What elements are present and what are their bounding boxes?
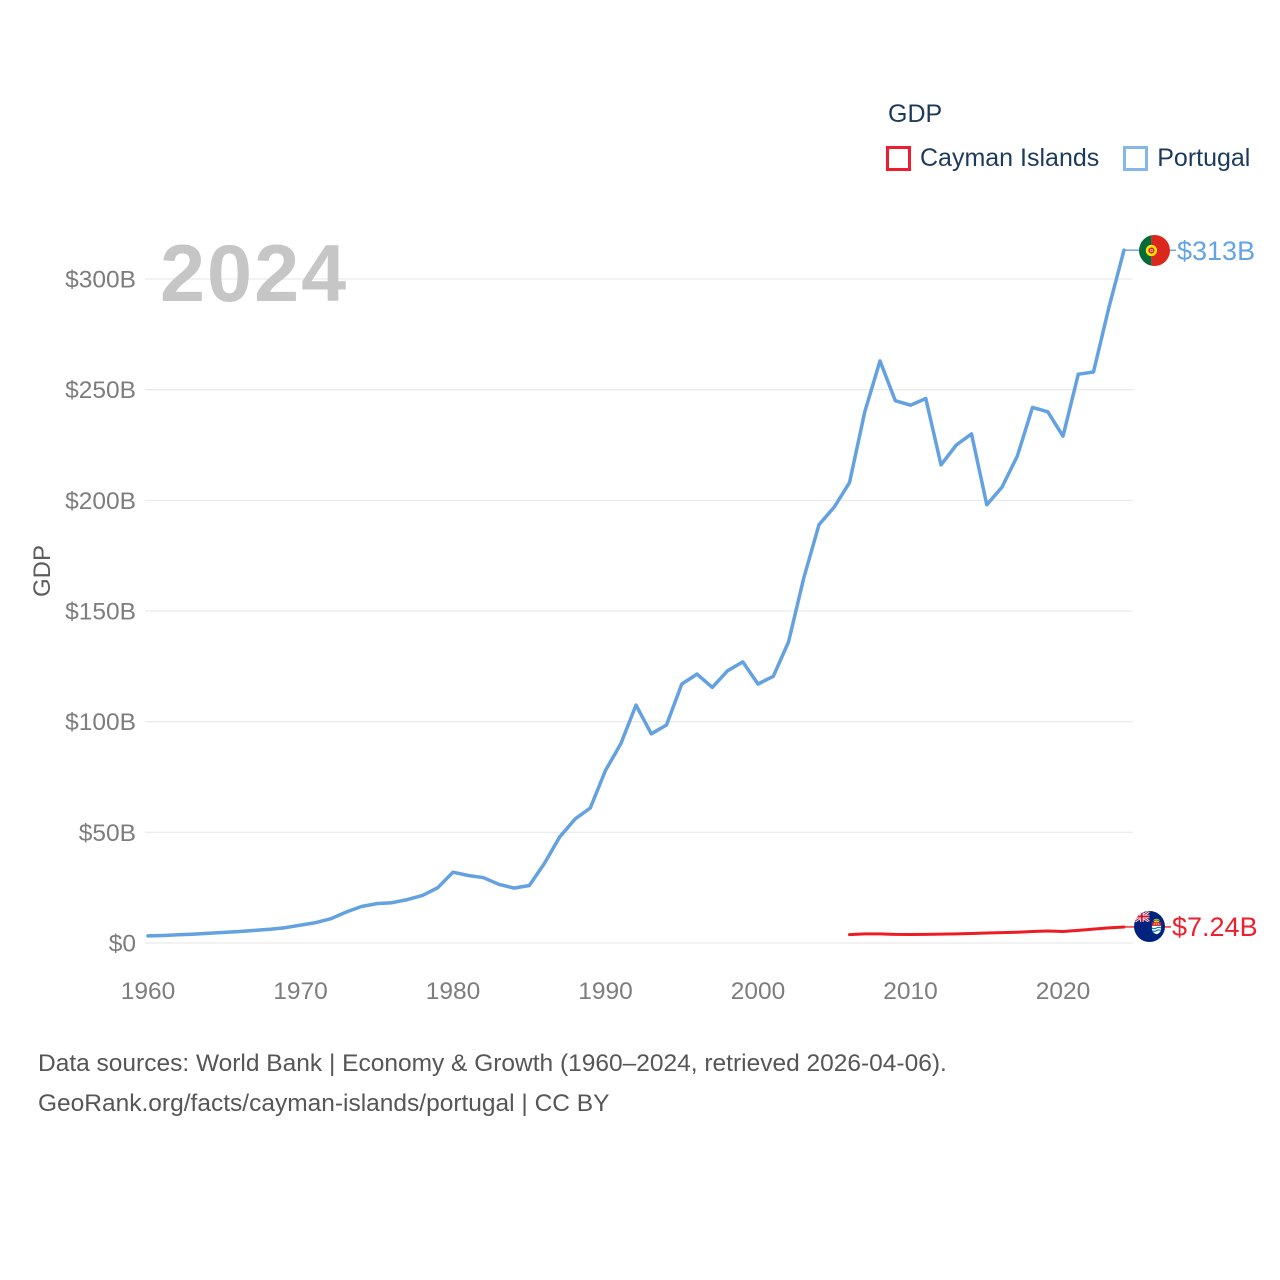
legend-item-label: Cayman Islands	[920, 144, 1100, 172]
cayman-islands-flag-icon	[1134, 911, 1165, 942]
portugal-line	[146, 248, 1126, 938]
footer-attribution: Data sources: World Bank | Economy & Gro…	[38, 1044, 947, 1124]
cayman-islands-value-label: $7.24B	[1172, 912, 1258, 942]
x-tick-label: 1980	[426, 978, 481, 1005]
x-tick-label: 1990	[578, 978, 633, 1005]
y-tick-label: $300B	[65, 267, 136, 294]
x-tick-label: 2010	[883, 978, 938, 1005]
legend-item-label: Portugal	[1157, 144, 1251, 172]
x-tick-label: 1970	[273, 978, 328, 1005]
footer-link: GeoRank.org/facts/cayman-islands/portuga…	[38, 1090, 610, 1117]
cayman-islands-line	[848, 925, 1126, 937]
legend-item-portugal[interactable]: Portugal	[1123, 144, 1250, 173]
y-tick-label: $100B	[65, 709, 136, 736]
year-watermark: 2024	[160, 229, 349, 319]
cayman-islands-swatch-icon	[886, 146, 911, 171]
portugal-value-label: $313B	[1177, 236, 1256, 266]
x-tick-label: 2020	[1036, 978, 1091, 1005]
legend-items: Cayman Islands Portugal	[886, 144, 1250, 173]
footer-data-sources: Data sources: World Bank | Economy & Gro…	[38, 1050, 947, 1077]
portugal-swatch-icon	[1123, 146, 1149, 171]
y-tick-label: $200B	[65, 488, 136, 515]
y-axis-title: GDP	[29, 544, 56, 598]
y-tick-label: $0	[109, 931, 136, 958]
x-tick-label: 2000	[731, 978, 786, 1005]
legend-title: GDP	[888, 100, 943, 128]
portugal-flag-icon	[1139, 235, 1170, 266]
chart-legend: GDP Cayman Islands Portugal	[886, 100, 1250, 173]
y-tick-label: $50B	[79, 820, 136, 847]
y-tick-label: $250B	[65, 377, 136, 404]
y-tick-label: $150B	[65, 599, 136, 626]
x-tick-label: 1960	[121, 978, 176, 1005]
legend-item-cayman-islands[interactable]: Cayman Islands	[886, 144, 1099, 173]
